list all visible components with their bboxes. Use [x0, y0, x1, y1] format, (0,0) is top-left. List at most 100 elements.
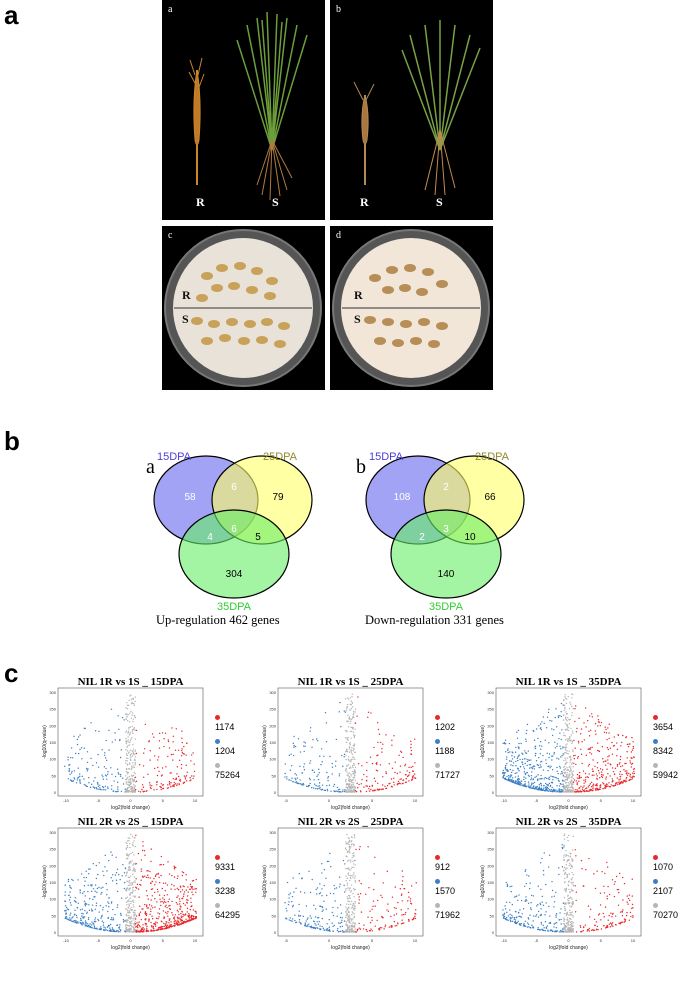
ns-point	[131, 701, 133, 704]
up-point	[599, 724, 602, 727]
ns-point	[569, 897, 571, 900]
ns-point	[572, 789, 574, 791]
down-point	[69, 912, 72, 914]
down-point	[83, 747, 86, 749]
up-point	[625, 736, 628, 738]
down-point	[68, 884, 71, 887]
up-point	[156, 784, 158, 786]
up-point	[194, 916, 197, 918]
down-point	[526, 922, 529, 924]
x-tick-label: -10	[63, 938, 70, 943]
down-point	[319, 928, 322, 931]
ns-point	[566, 789, 568, 792]
legend-count: 9331	[215, 862, 236, 872]
down-point	[509, 760, 511, 762]
down-point	[81, 924, 83, 926]
up-point	[158, 770, 160, 773]
up-point	[142, 876, 144, 879]
up-point	[186, 902, 188, 904]
up-point	[190, 901, 192, 904]
down-point	[523, 766, 525, 768]
up-point	[608, 914, 610, 917]
ns-point	[565, 775, 568, 778]
up-point	[160, 786, 162, 788]
ns-point	[352, 902, 355, 905]
up-point	[158, 913, 161, 915]
down-point	[333, 884, 335, 887]
ns-point	[127, 884, 130, 887]
ns-point	[566, 787, 569, 790]
up-point	[589, 747, 592, 749]
up-point	[168, 780, 171, 783]
legend-dot	[653, 855, 658, 861]
down-point	[85, 924, 88, 926]
down-point	[301, 772, 303, 774]
ns-point	[353, 762, 355, 765]
up-point	[162, 910, 165, 912]
up-point	[365, 785, 367, 787]
up-point	[398, 754, 400, 757]
down-point	[548, 708, 550, 711]
down-point	[299, 751, 302, 753]
down-point	[99, 788, 101, 791]
down-point	[88, 868, 90, 870]
down-point	[73, 900, 76, 902]
ns-point	[128, 861, 131, 863]
ns-point	[127, 744, 129, 747]
ns-point	[563, 854, 565, 856]
down-point	[518, 783, 520, 785]
down-point	[121, 716, 124, 719]
up-point	[622, 876, 624, 879]
down-point	[519, 923, 521, 925]
up-point	[156, 788, 158, 791]
ns-point	[563, 927, 565, 930]
ns-point	[566, 785, 569, 787]
up-point	[145, 790, 148, 792]
up-point	[183, 885, 185, 888]
up-point	[367, 716, 369, 719]
down-point	[295, 921, 298, 924]
dish-label-r: R	[182, 288, 191, 302]
down-point	[108, 729, 110, 731]
ns-point	[347, 851, 349, 853]
down-point	[318, 782, 321, 784]
down-point	[326, 930, 328, 932]
ns-point	[354, 900, 356, 903]
down-point	[340, 726, 342, 728]
up-point	[163, 925, 165, 928]
down-point	[119, 756, 122, 759]
down-point	[332, 925, 334, 928]
down-point	[556, 766, 558, 769]
down-point	[512, 916, 514, 918]
up-point	[619, 758, 622, 761]
ns-point	[349, 781, 352, 783]
ns-point	[567, 855, 570, 857]
down-point	[550, 788, 553, 791]
ns-point	[349, 922, 352, 924]
up-point	[172, 759, 174, 761]
down-point	[100, 887, 102, 889]
up-point	[176, 896, 178, 899]
up-point	[607, 926, 609, 928]
ns-point	[134, 869, 136, 871]
ns-point	[568, 901, 571, 903]
up-point	[177, 775, 180, 778]
down-point	[104, 774, 107, 776]
down-point	[110, 918, 112, 921]
ns-point	[348, 918, 350, 921]
ns-point	[572, 786, 574, 789]
down-point	[105, 759, 108, 762]
ns-point	[572, 849, 574, 851]
up-point	[143, 790, 146, 792]
down-point	[77, 922, 79, 924]
down-point	[295, 778, 297, 781]
down-point	[117, 772, 119, 774]
x-tick-label: 0	[567, 938, 570, 943]
legend-down: 1188	[435, 736, 461, 756]
up-point	[582, 786, 584, 789]
up-point	[140, 879, 142, 881]
down-point	[331, 911, 333, 914]
down-point	[331, 766, 334, 769]
up-point	[160, 783, 162, 785]
up-point	[138, 921, 140, 923]
